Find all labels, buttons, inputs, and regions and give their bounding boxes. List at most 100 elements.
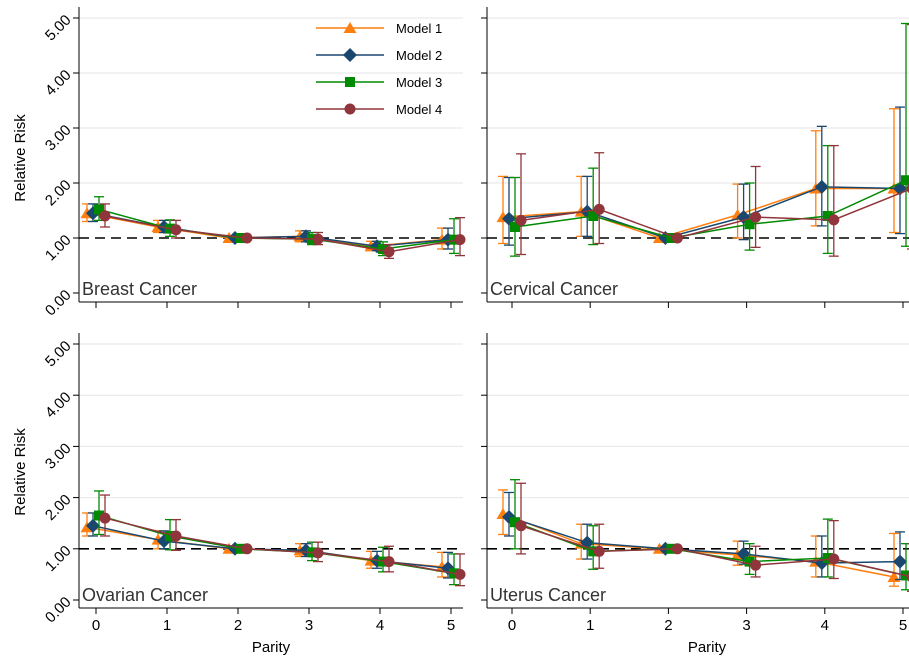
data-point-square bbox=[236, 543, 246, 554]
data-point-diamond bbox=[86, 518, 100, 533]
y-axis-title-bottom: Relative Risk bbox=[12, 428, 29, 516]
data-point-square bbox=[822, 211, 833, 221]
series-line bbox=[86, 212, 443, 248]
x-tick-label: 1 bbox=[163, 617, 171, 634]
series-model-4 bbox=[515, 23, 909, 257]
data-point-circle bbox=[828, 214, 840, 226]
legend-label-model-2: Model 2 bbox=[396, 48, 442, 63]
data-point-circle bbox=[750, 559, 762, 571]
y-tick-label: 5.00 bbox=[42, 12, 75, 45]
y-tick-label: 1.00 bbox=[42, 542, 75, 575]
legend-marker-square bbox=[345, 77, 355, 87]
data-point-square bbox=[588, 211, 599, 221]
series-line bbox=[508, 516, 901, 564]
data-point-square bbox=[744, 556, 755, 567]
y-tick-label: 3.00 bbox=[42, 122, 75, 155]
data-point-square bbox=[822, 553, 833, 564]
y-tick-label: 4.00 bbox=[42, 67, 75, 100]
x-axis-title-left: Parity bbox=[252, 639, 291, 656]
series-model-3 bbox=[510, 479, 909, 591]
x-tick-label: 4 bbox=[821, 617, 829, 634]
x-tick-label: 2 bbox=[664, 617, 672, 634]
series-line bbox=[514, 179, 907, 239]
panel-title: Cervical Cancer bbox=[490, 279, 618, 299]
y-axis-title-top: Relative Risk bbox=[12, 114, 29, 202]
y-tick-label: 2.00 bbox=[42, 491, 75, 524]
data-point-circle bbox=[312, 233, 324, 245]
x-tick-label: 3 bbox=[305, 617, 313, 634]
legend-item-model-1: Model 1 bbox=[316, 21, 442, 36]
data-point-circle bbox=[241, 543, 253, 555]
data-point-circle bbox=[906, 572, 909, 582]
legend-marker-triangle bbox=[343, 22, 357, 33]
data-point-square bbox=[901, 175, 909, 186]
series-model-2 bbox=[86, 203, 455, 254]
data-point-diamond bbox=[893, 554, 907, 569]
series-model-4 bbox=[99, 494, 466, 587]
panel-title: Ovarian Cancer bbox=[82, 585, 208, 605]
data-point-circle bbox=[515, 214, 527, 226]
data-point-circle bbox=[906, 183, 909, 194]
data-point-circle bbox=[828, 553, 840, 565]
panel-title: Uterus Cancer bbox=[490, 585, 606, 605]
panel-uterus-cancer: 0 1 2 3 4 5 Uterus Cancer bbox=[481, 333, 909, 634]
x-tick-label: 0 bbox=[508, 617, 516, 634]
data-point-circle bbox=[241, 232, 253, 244]
data-point-square bbox=[666, 233, 677, 243]
y-tick-label: 4.00 bbox=[42, 389, 75, 422]
series-model-2 bbox=[86, 512, 455, 579]
y-tick-label: 5.00 bbox=[42, 338, 75, 371]
data-point-square bbox=[510, 222, 520, 232]
data-point-circle bbox=[454, 234, 466, 246]
series-line bbox=[104, 517, 461, 576]
legend-item-model-3: Model 3 bbox=[316, 75, 442, 90]
data-point-circle bbox=[383, 246, 395, 258]
series-model-4 bbox=[99, 203, 466, 260]
data-point-circle bbox=[454, 568, 466, 580]
data-point-square bbox=[378, 244, 388, 254]
data-point-circle bbox=[750, 211, 762, 223]
x-tick-label: 2 bbox=[234, 617, 242, 634]
legend-item-model-4: Model 4 bbox=[316, 102, 442, 117]
data-point-circle bbox=[170, 224, 182, 236]
data-point-square bbox=[588, 546, 599, 557]
legend-marker-diamond bbox=[343, 48, 357, 62]
legend-label-model-4: Model 4 bbox=[396, 102, 442, 117]
y-tick-label: 2.00 bbox=[42, 177, 75, 210]
data-point-circle bbox=[312, 547, 324, 559]
panel-ovarian-cancer: 0.00 1.00 2.00 3.00 4.00 5.00 0 1 2 3 4 5 Ovarian Ca… bbox=[42, 333, 466, 634]
x-tick-label: 5 bbox=[899, 617, 907, 634]
x-axis-title-right: Parity bbox=[688, 639, 727, 656]
series-line bbox=[104, 215, 461, 253]
series-line bbox=[520, 188, 909, 239]
data-point-square bbox=[165, 531, 175, 541]
legend-item-model-2: Model 2 bbox=[316, 48, 442, 63]
data-point-circle bbox=[593, 203, 605, 215]
data-point-square bbox=[94, 510, 104, 521]
series-line bbox=[92, 212, 449, 248]
series-model-1 bbox=[496, 108, 901, 245]
data-point-square bbox=[449, 234, 459, 245]
series-line bbox=[520, 525, 909, 578]
series-model-2 bbox=[502, 106, 907, 246]
series-model-3 bbox=[510, 22, 909, 257]
x-tick-label: 3 bbox=[742, 617, 750, 634]
legend: Model 1 Model 2 Model 3 Model 4 bbox=[316, 21, 442, 117]
series-line bbox=[502, 187, 894, 239]
data-point-circle bbox=[383, 556, 395, 568]
y-tick-label: 1.00 bbox=[42, 232, 75, 265]
legend-label-model-1: Model 1 bbox=[396, 21, 442, 36]
series-model-4 bbox=[515, 482, 909, 592]
legend-marker-circle bbox=[344, 103, 356, 115]
x-tick-label: 4 bbox=[376, 617, 384, 634]
series-model-3 bbox=[94, 196, 459, 257]
data-point-square bbox=[510, 517, 520, 528]
data-point-diamond bbox=[814, 179, 829, 194]
data-point-circle bbox=[99, 512, 111, 524]
x-tick-label: 0 bbox=[92, 617, 100, 634]
data-point-square bbox=[94, 204, 104, 215]
series-line bbox=[502, 513, 895, 578]
y-tick-label: 0.00 bbox=[42, 287, 75, 320]
x-tick-label: 5 bbox=[447, 617, 455, 634]
